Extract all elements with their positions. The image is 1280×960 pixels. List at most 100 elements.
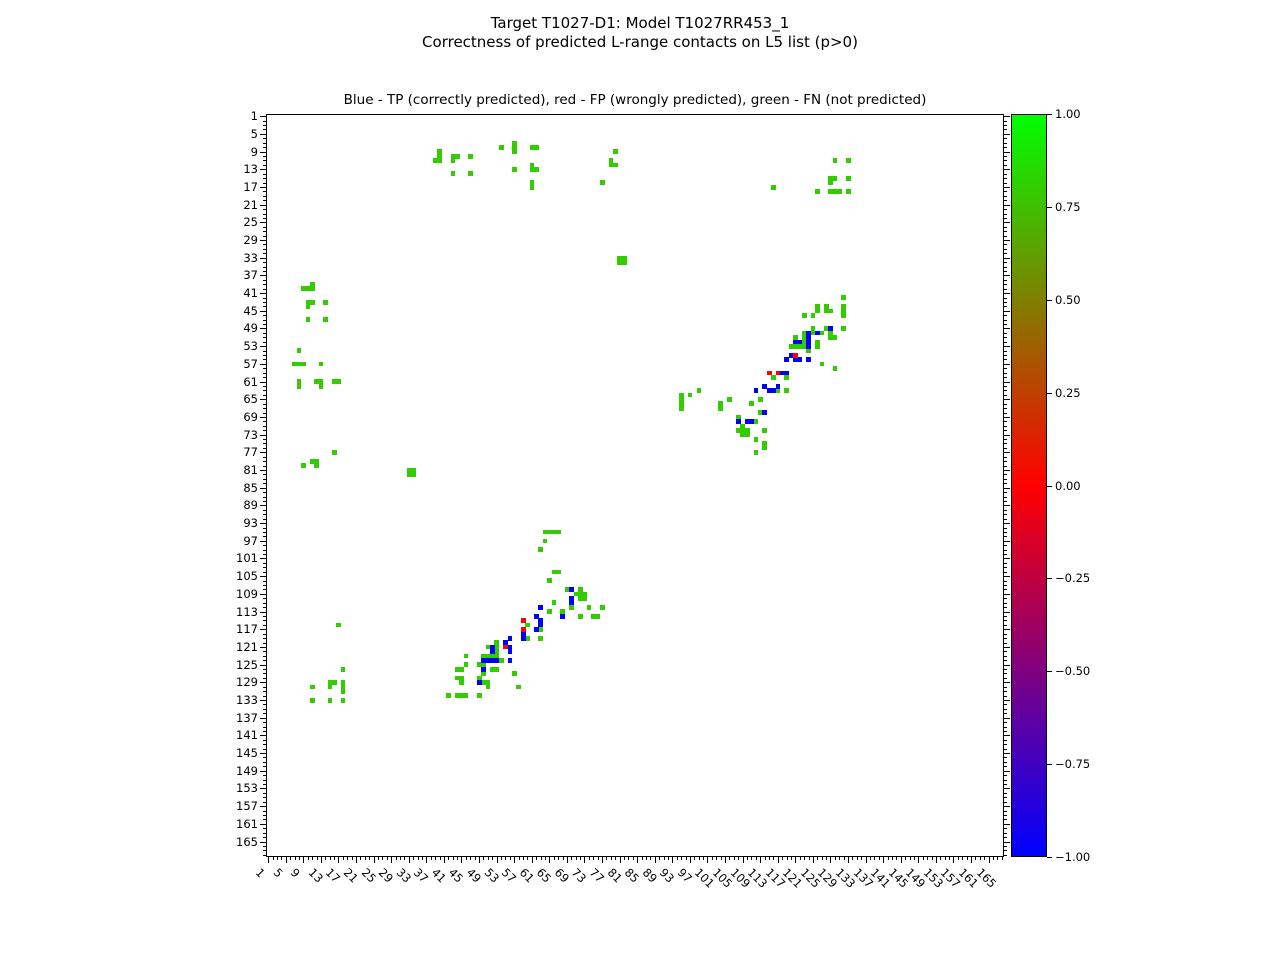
contact-cell-fn	[815, 308, 820, 314]
axis-tick	[260, 540, 266, 542]
contact-cell-fn	[823, 326, 829, 332]
contact-cell-fn	[481, 653, 486, 659]
contact-cell-fn	[512, 144, 517, 150]
contact-cell-fn	[678, 397, 684, 402]
contact-cell-fn	[468, 171, 473, 177]
contact-cell-tp	[806, 335, 812, 340]
axis-tick	[263, 478, 266, 480]
axis-tick	[689, 857, 691, 863]
y-tick-label: 105	[236, 569, 258, 584]
axis-tick	[1004, 116, 1010, 118]
contact-cell-fn	[323, 317, 328, 323]
x-tick-label: 57	[498, 865, 520, 886]
contact-cell-fn	[551, 569, 557, 575]
colorbar-tick	[1047, 114, 1052, 115]
axis-tick	[260, 753, 266, 755]
contact-cell-fn	[406, 472, 412, 477]
axis-tick	[1004, 125, 1007, 127]
contact-cell-fn	[577, 596, 583, 601]
axis-tick	[1004, 819, 1007, 821]
contact-cell-fp	[775, 370, 781, 376]
contact-cell-fn	[296, 383, 302, 389]
axis-tick	[795, 857, 797, 863]
axis-tick	[1004, 699, 1010, 701]
axis-tick	[263, 651, 266, 653]
axis-tick	[263, 814, 266, 816]
axis-tick	[1004, 682, 1010, 684]
x-tick-label: 65	[534, 865, 555, 886]
contact-cell-fp	[793, 352, 798, 358]
contact-cell-fn	[296, 361, 302, 367]
axis-tick	[505, 857, 507, 860]
y-tick-label: 113	[236, 604, 258, 619]
contact-cell-fn	[815, 339, 820, 345]
axis-tick	[1004, 638, 1007, 640]
axis-tick	[1004, 182, 1007, 184]
axis-tick	[874, 857, 876, 860]
contact-cell-fn	[406, 467, 412, 473]
axis-tick	[913, 857, 915, 860]
contact-cell-fn	[599, 604, 605, 610]
contact-cell-fn	[775, 388, 781, 393]
contact-cell-fn	[758, 397, 763, 402]
axis-tick	[430, 857, 432, 860]
axis-tick	[263, 492, 266, 494]
contact-cell-fn	[525, 635, 530, 641]
axis-tick	[522, 857, 524, 860]
axis-tick	[940, 857, 942, 860]
axis-tick	[298, 857, 300, 860]
contact-cell-tp	[490, 644, 495, 650]
contact-cell-fn	[564, 587, 570, 592]
axes-title: Blue - TP (correctly predicted), red - F…	[343, 92, 927, 108]
contact-cell-tp	[507, 644, 513, 650]
axis-tick	[263, 368, 266, 370]
axis-tick	[1004, 788, 1010, 790]
contact-cell-fn	[744, 432, 750, 438]
axis-tick	[263, 160, 266, 162]
axis-tick	[263, 355, 266, 357]
axis-tick	[312, 857, 314, 860]
contact-cell-fn	[823, 304, 829, 309]
contact-cell-fn	[437, 158, 443, 163]
contact-cell-fp	[520, 618, 526, 623]
contact-cell-fn	[463, 653, 469, 659]
axis-tick	[263, 443, 266, 445]
axis-tick	[260, 151, 266, 153]
contact-cell-fn	[793, 335, 798, 340]
axis-tick	[597, 857, 599, 860]
axis-tick	[944, 857, 946, 860]
axis-tick	[1004, 633, 1007, 635]
axis-tick	[1004, 797, 1007, 799]
axis-tick	[571, 857, 573, 860]
contact-cell-fn	[801, 335, 807, 340]
axis-tick	[738, 857, 740, 860]
contact-cell-fn	[810, 326, 816, 332]
y-tick-label: 21	[243, 197, 258, 212]
axis-tick	[1004, 850, 1007, 852]
axis-tick	[435, 857, 437, 860]
axis-tick	[931, 857, 933, 860]
y-tick-label: 97	[243, 533, 258, 548]
axis-tick	[1004, 669, 1007, 671]
contact-cell-fn	[454, 693, 460, 699]
axis-tick	[1004, 319, 1007, 321]
axis-tick	[461, 857, 463, 863]
contact-cell-fn	[740, 423, 746, 429]
axis-tick	[922, 857, 924, 860]
contact-cell-fn	[463, 662, 469, 668]
axis-tick	[479, 857, 481, 863]
axis-tick	[263, 129, 266, 131]
contact-cell-fn	[533, 144, 539, 150]
axis-tick	[263, 430, 266, 432]
contact-cell-fn	[678, 405, 684, 411]
contact-cell-fn	[797, 343, 803, 349]
axis-tick	[1004, 576, 1010, 578]
contact-cell-fn	[801, 330, 807, 336]
axis-tick	[303, 857, 305, 863]
axis-tick	[263, 235, 266, 237]
contact-cell-fn	[494, 644, 500, 650]
axis-tick	[263, 602, 266, 604]
axis-tick	[263, 439, 266, 441]
axis-tick	[1004, 518, 1007, 520]
axis-tick	[1004, 297, 1007, 299]
